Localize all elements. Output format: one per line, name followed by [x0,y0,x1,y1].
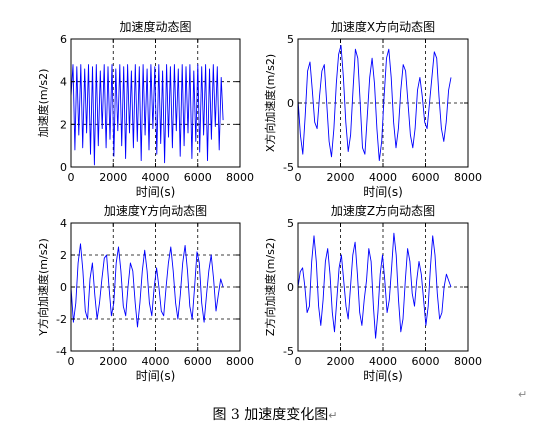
x-tick-label: 8000 [454,355,482,368]
y-tick-label: 6 [60,33,67,46]
x-tick-label: 4000 [142,355,170,368]
x-tick-label: 8000 [454,171,482,184]
x-tick-label: 2000 [327,171,355,184]
y-tick-label: 4 [60,76,67,89]
x-tick-label: 6000 [184,355,212,368]
x-tick-label: 8000 [226,171,254,184]
chart-title: 加速度Z方向动态图 [331,203,435,218]
x-tick-label: 0 [295,171,302,184]
x-tick-label: 4000 [142,171,170,184]
x-tick-label: 0 [68,355,75,368]
y-tick-label: 2 [60,249,67,262]
x-axis-label: 时间(s) [136,185,176,199]
x-tick-label: 4000 [369,355,397,368]
y-tick-label: 5 [287,217,294,230]
x-tick-label: 6000 [412,355,440,368]
x-tick-label: 0 [68,171,75,184]
paragraph-mark-icon: ↵ [328,409,338,422]
x-tick-label: 4000 [369,171,397,184]
y-axis-label: 加速度(m/s2) [36,69,50,138]
x-tick-label: 2000 [327,355,355,368]
y-tick-label: -4 [56,345,67,358]
y-tick-label: 2 [60,118,67,131]
data-line [297,44,452,162]
x-tick-label: 0 [295,355,302,368]
x-tick-label: 8000 [226,355,254,368]
chart-title: 加速度动态图 [119,19,191,34]
x-tick-label: 2000 [99,355,127,368]
y-tick-label: -2 [56,313,67,326]
figure-caption-text: 图 3 加速度变化图 [212,407,329,423]
y-tick-label: 0 [60,281,67,294]
data-line [70,243,224,328]
y-tick-label: 4 [60,217,67,230]
y-tick-label: 5 [287,33,294,46]
chart-2: 0 2000 4000 6000 8000-505加速度X方向动态图时间(s)X方向加速… [263,19,482,199]
data-line [70,64,224,166]
chart-title: 加速度Y方向动态图 [104,203,207,218]
return-mark-icon: ↵ [518,388,528,401]
x-tick-label: 2000 [99,171,127,184]
x-axis-label: 时间(s) [363,369,403,383]
x-axis-label: 时间(s) [136,369,176,383]
data-line [297,232,452,339]
x-tick-label: 6000 [184,171,212,184]
figure-caption: 图 3 加速度变化图↵ [0,404,550,424]
y-tick-label: 0 [287,97,294,110]
y-axis-label: Z方向加速度(m/s2) [263,238,277,336]
x-axis-label: 时间(s) [363,185,403,199]
x-tick-label: 6000 [412,171,440,184]
y-tick-label: 0 [287,281,294,294]
y-tick-label: 0 [60,161,67,174]
y-axis-label: X方向加速度(m/s2) [263,54,277,152]
chart-4: 0 2000 4000 6000 8000-505加速度Z方向动态图时间(s)Z方向加速… [263,203,482,383]
chart-title: 加速度X方向动态图 [331,19,435,34]
y-tick-label: -5 [283,345,294,358]
y-axis-label: Y方向加速度(m/s2) [36,238,50,336]
y-tick-label: -5 [283,161,294,174]
